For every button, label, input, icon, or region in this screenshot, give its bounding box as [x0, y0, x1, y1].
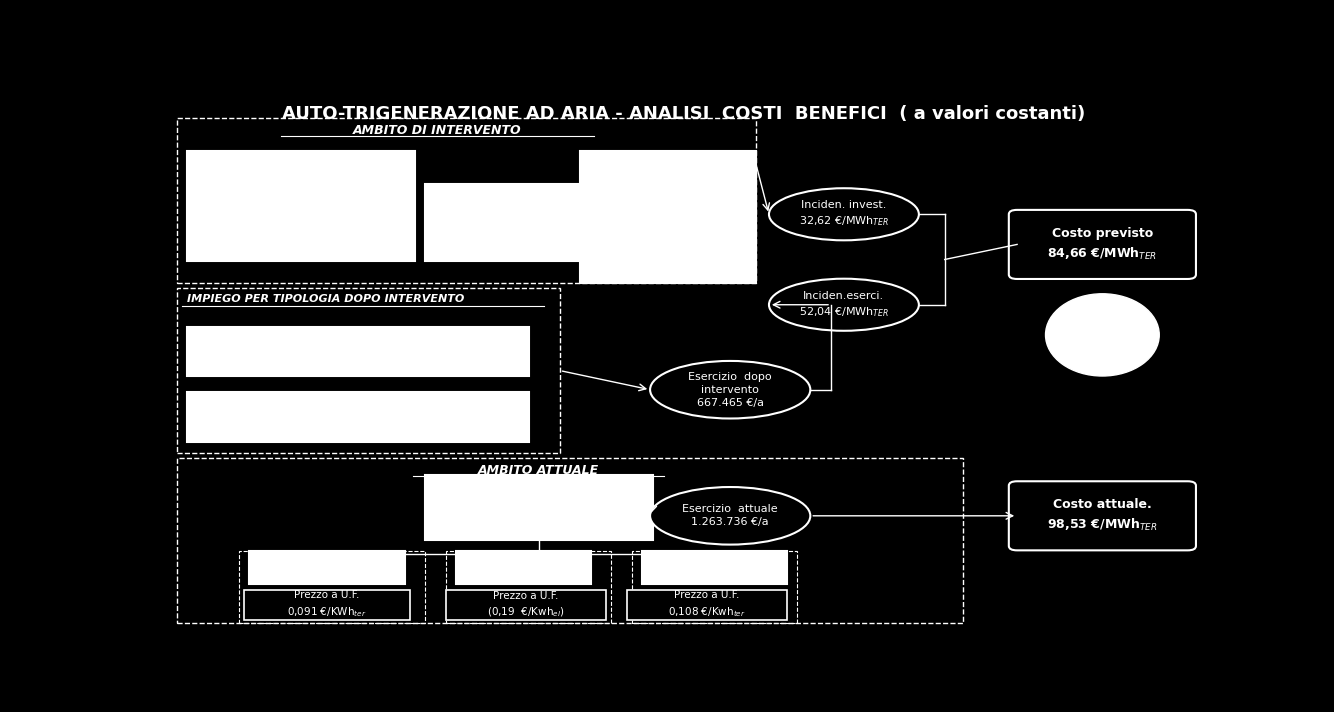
Text: AUTO-TRIGENERAZIONE AD ARIA - ANALISI  COSTI  BENEFICI  ( a valori costanti): AUTO-TRIGENERAZIONE AD ARIA - ANALISI CO… [281, 105, 1086, 122]
Bar [177, 118, 756, 283]
Bar [446, 590, 606, 620]
Text: Prezzo a U.F.
0,091 €/KWh$_{ter}$: Prezzo a U.F. 0,091 €/KWh$_{ter}$ [287, 590, 367, 619]
Bar [187, 392, 528, 441]
Text: Inciden.eserci.
52,04 €/MWh$_{TER}$: Inciden.eserci. 52,04 €/MWh$_{TER}$ [799, 290, 888, 319]
Text: IMPIEGO PER TIPOLOGIA DOPO INTERVENTO: IMPIEGO PER TIPOLOGIA DOPO INTERVENTO [187, 294, 464, 304]
Bar [627, 590, 787, 620]
Bar [239, 551, 426, 623]
FancyBboxPatch shape [1009, 481, 1197, 550]
FancyBboxPatch shape [1009, 210, 1197, 279]
Text: Inciden. invest.
32,62 €/MWh$_{TER}$: Inciden. invest. 32,62 €/MWh$_{TER}$ [799, 200, 888, 228]
Ellipse shape [1046, 294, 1159, 376]
Bar [643, 551, 787, 585]
Ellipse shape [650, 487, 810, 545]
Bar [177, 288, 560, 453]
Text: Prezzo a U.F.
0,108 €/Kwh$_{ter}$: Prezzo a U.F. 0,108 €/Kwh$_{ter}$ [668, 590, 746, 619]
Ellipse shape [650, 361, 810, 419]
Text: AMBITO ATTUALE: AMBITO ATTUALE [478, 464, 599, 477]
Text: Costo previsto
84,66 €/MWh$_{TER}$: Costo previsto 84,66 €/MWh$_{TER}$ [1047, 227, 1158, 262]
Text: Prezzo a U.F.
(0,19  €/Kwh$_{el}$): Prezzo a U.F. (0,19 €/Kwh$_{el}$) [487, 591, 564, 619]
Bar [187, 151, 415, 261]
Bar [187, 327, 528, 376]
Bar [632, 551, 798, 623]
Text: Esercizio  attuale
1.263.736 €/a: Esercizio attuale 1.263.736 €/a [683, 504, 778, 528]
Bar [580, 151, 756, 283]
Bar [446, 551, 611, 623]
Ellipse shape [768, 188, 919, 241]
Bar [456, 551, 591, 585]
Bar [426, 184, 580, 261]
Bar [426, 475, 652, 540]
Bar [249, 551, 404, 585]
Bar [177, 459, 963, 623]
Text: Costo attuale.
98,53 €/MWh$_{TER}$: Costo attuale. 98,53 €/MWh$_{TER}$ [1047, 498, 1158, 533]
Ellipse shape [768, 278, 919, 331]
Text: AMBITO DI INTERVENTO: AMBITO DI INTERVENTO [354, 124, 522, 137]
Bar [244, 590, 410, 620]
Text: Esercizio  dopo
intervento
667.465 €/a: Esercizio dopo intervento 667.465 €/a [688, 372, 772, 408]
